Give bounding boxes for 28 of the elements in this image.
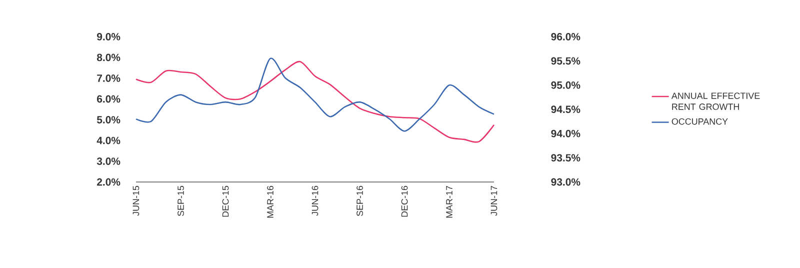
y-tick-label: 9.0%	[97, 33, 120, 40]
x-tick-label: JUN-15	[132, 186, 140, 216]
y-tick-label: 6.0%	[97, 95, 120, 103]
y-tick-label: 5.0%	[96, 116, 120, 124]
x-tick-label: DEC-15	[222, 186, 229, 217]
y2-tick-label: 95.5%	[551, 57, 580, 65]
y2-tick-label: 94.0%	[551, 130, 580, 138]
y2-tick-label: 95.0%	[551, 81, 580, 89]
y2-tick-label: 94.5%	[551, 106, 580, 114]
x-tick-label: SEP-15	[178, 186, 184, 216]
line-series	[135, 58, 495, 132]
x-tick-label: SEP-16	[356, 186, 363, 216]
y2-tick-label: 96.0%	[551, 33, 580, 40]
x-tick-label: JUN-16	[312, 186, 318, 216]
x-tick-label: DEC-16	[401, 186, 408, 217]
x-tick-label: MAR-16	[267, 186, 274, 218]
y-tick-label: 2.0%	[97, 178, 120, 186]
legend-label: OCCUPANCY	[672, 118, 728, 125]
y-tick-label: 3.0%	[96, 158, 120, 165]
y-tick-label: 7.0%	[97, 74, 120, 82]
x-tick-label: MAR-17	[446, 186, 452, 218]
line-series	[135, 60, 495, 143]
x-tick-label: JUN-17	[490, 186, 498, 216]
y2-tick-label: 93.5%	[551, 154, 580, 162]
y-tick-label: 8.0%	[96, 54, 120, 62]
y2-tick-label: 93.0%	[551, 178, 580, 186]
y-tick-label: 4.0%	[96, 136, 120, 144]
legend-label: ANNUAL EFFECTIVE RENT GROWTH	[671, 92, 760, 110]
